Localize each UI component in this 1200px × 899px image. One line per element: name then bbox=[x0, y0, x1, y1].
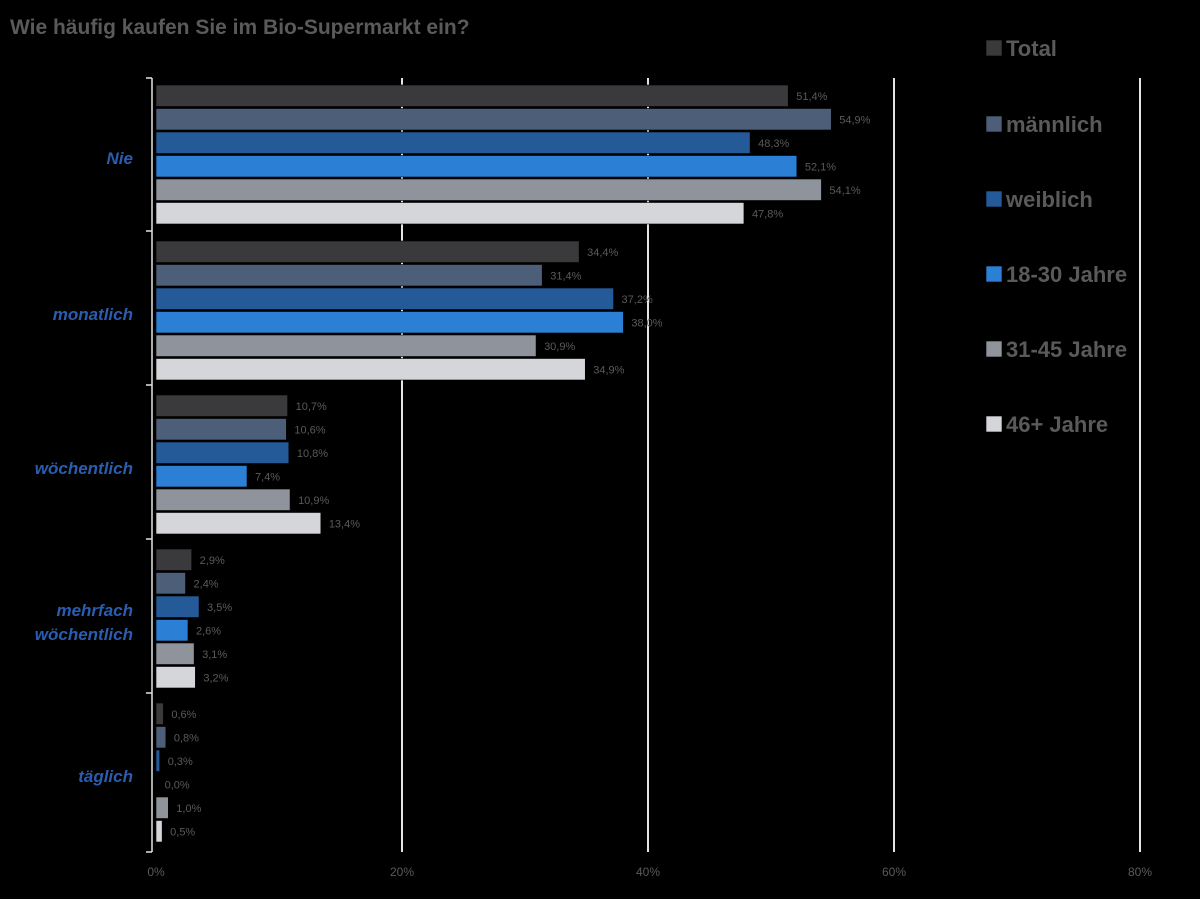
data-label-3-3: 2,6% bbox=[196, 625, 221, 637]
bars bbox=[155, 84, 832, 843]
bar-0-2 bbox=[155, 131, 751, 154]
data-label-3-0: 2,9% bbox=[200, 555, 225, 567]
data-label-4-2: 0,3% bbox=[168, 756, 193, 768]
data-label-3-5: 3,2% bbox=[203, 672, 228, 684]
bar-1-4 bbox=[155, 334, 537, 357]
bar-2-2 bbox=[155, 441, 290, 464]
data-label-1-5: 34,9% bbox=[593, 364, 624, 376]
category-label-3: mehrfach wöchentlich bbox=[35, 601, 133, 644]
data-label-2-1: 10,6% bbox=[294, 424, 325, 436]
legend-label-5: 46+ Jahre bbox=[1006, 412, 1108, 437]
category-axis bbox=[146, 77, 153, 853]
bar-4-2 bbox=[155, 749, 160, 772]
data-label-0-0: 51,4% bbox=[796, 91, 827, 103]
data-label-0-2: 48,3% bbox=[758, 138, 789, 150]
legend-label-3: 18-30 Jahre bbox=[1006, 262, 1127, 287]
bar-0-1 bbox=[155, 108, 832, 131]
bar-1-0 bbox=[155, 240, 580, 263]
data-label-2-5: 13,4% bbox=[329, 518, 360, 530]
data-label-3-1: 2,4% bbox=[194, 578, 219, 590]
data-label-4-3: 0,0% bbox=[165, 779, 190, 791]
category-label-0: Nie bbox=[107, 149, 133, 168]
legend-swatch-2 bbox=[985, 190, 1003, 208]
data-labels: 51,4% 54,9% 48,3% 52,1% 54,1% 47,8% 34,4% 31,4%… bbox=[165, 91, 871, 839]
data-label-1-4: 30,9% bbox=[544, 341, 575, 353]
bar-2-3 bbox=[155, 465, 248, 488]
bar-4-4 bbox=[155, 796, 169, 819]
data-label-1-0: 34,4% bbox=[587, 247, 618, 259]
data-label-4-0: 0,6% bbox=[171, 709, 196, 721]
data-label-1-3: 38,0% bbox=[631, 317, 662, 329]
data-label-4-1: 0,8% bbox=[174, 732, 199, 744]
bar-4-1 bbox=[155, 726, 167, 749]
data-label-0-3: 52,1% bbox=[805, 161, 836, 173]
legend-swatch-3 bbox=[985, 265, 1003, 283]
data-label-2-3: 7,4% bbox=[255, 471, 280, 483]
legend-swatch-5 bbox=[985, 415, 1003, 433]
bar-1-1 bbox=[155, 264, 543, 287]
legend-label-2: weiblich bbox=[1005, 187, 1093, 212]
data-label-0-4: 54,1% bbox=[829, 185, 860, 197]
legend-label-1: männlich bbox=[1006, 112, 1103, 137]
bar-0-3 bbox=[155, 155, 798, 178]
bar-1-2 bbox=[155, 287, 614, 310]
x-tick-label-40: 40% bbox=[636, 865, 660, 879]
legend-label-0: Total bbox=[1006, 36, 1057, 61]
data-label-3-4: 3,1% bbox=[202, 649, 227, 661]
x-tick-label-20: 20% bbox=[390, 865, 414, 879]
bar-2-5 bbox=[155, 512, 322, 535]
data-label-4-5: 0,5% bbox=[170, 826, 195, 838]
data-label-2-2: 10,8% bbox=[297, 448, 328, 460]
bar-1-5 bbox=[155, 358, 586, 381]
bar-3-5 bbox=[155, 666, 196, 689]
data-label-3-2: 3,5% bbox=[207, 602, 232, 614]
x-tick-labels: 0% 20% 40% 60% 80% bbox=[147, 865, 1152, 879]
chart-title: Wie häufig kaufen Sie im Bio-Supermarkt … bbox=[10, 16, 470, 39]
legend: Total männlich weiblich 18-30 Jahre 31-45 Ja… bbox=[985, 36, 1127, 437]
bar-4-0 bbox=[155, 702, 164, 725]
x-tick-label-60: 60% bbox=[882, 865, 906, 879]
data-label-0-1: 54,9% bbox=[839, 114, 870, 126]
bar-0-4 bbox=[155, 178, 822, 201]
legend-swatch-1 bbox=[985, 115, 1003, 133]
data-label-1-1: 31,4% bbox=[550, 270, 581, 282]
category-label-2: wöchentlich bbox=[35, 459, 133, 478]
x-tick-label-80: 80% bbox=[1128, 865, 1152, 879]
data-label-2-4: 10,9% bbox=[298, 495, 329, 507]
legend-label-4: 31-45 Jahre bbox=[1006, 337, 1127, 362]
data-label-0-5: 47,8% bbox=[752, 208, 783, 220]
category-labels: Nie monatlich wöchentlich mehrfach wöchentli… bbox=[35, 149, 133, 786]
bar-4-3 bbox=[155, 773, 157, 796]
bar-2-0 bbox=[155, 394, 288, 417]
bar-0-0 bbox=[155, 84, 789, 107]
bar-3-2 bbox=[155, 595, 200, 618]
bar-2-4 bbox=[155, 488, 291, 511]
legend-swatch-4 bbox=[985, 340, 1003, 358]
bar-3-1 bbox=[155, 572, 186, 595]
bar-1-3 bbox=[155, 311, 624, 334]
x-tick-label-0: 0% bbox=[147, 865, 165, 879]
bar-0-5 bbox=[155, 202, 745, 225]
bar-3-4 bbox=[155, 642, 195, 665]
bar-2-1 bbox=[155, 418, 287, 441]
bar-3-3 bbox=[155, 619, 189, 642]
bar-4-5 bbox=[155, 820, 163, 843]
data-label-4-4: 1,0% bbox=[176, 803, 201, 815]
legend-swatch-0 bbox=[985, 39, 1003, 57]
bar-3-0 bbox=[155, 548, 192, 571]
category-label-1: monatlich bbox=[53, 305, 133, 324]
data-label-1-2: 37,2% bbox=[622, 294, 653, 306]
data-label-2-0: 10,7% bbox=[296, 401, 327, 413]
category-label-4: täglich bbox=[78, 767, 133, 786]
